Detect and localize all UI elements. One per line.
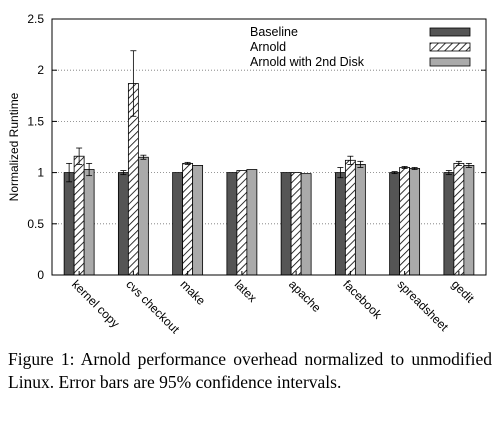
plot-frame (51, 18, 487, 276)
bar-arnold-with-2nd-disk (409, 168, 421, 276)
x-tick-label: latex (232, 277, 260, 305)
legend-label: Arnold with 2nd Disk (250, 55, 365, 69)
x-tick-label: make (178, 277, 209, 308)
bar-arnold (399, 167, 411, 276)
figure-caption: Figure 1: Arnold performance overhead no… (8, 349, 492, 392)
y-tick-label: 2 (37, 63, 44, 77)
bar-arnold-with-2nd-disk (83, 169, 95, 276)
y-axis-label: Normalized Runtime (7, 92, 21, 201)
bar-arnold-with-2nd-disk (463, 165, 475, 276)
bar-baseline (117, 172, 129, 276)
legend-swatch (429, 42, 471, 52)
bar-baseline (443, 172, 455, 276)
bars (63, 50, 475, 276)
bar-arnold (344, 159, 356, 276)
y-tick-label: 2.5 (27, 12, 44, 26)
bar-chart: 0 0.5 1 1.5 2 2.5 kernel copy cvs checkoutmake… (7, 12, 487, 337)
x-tick-label: kernel copy (69, 277, 122, 330)
bar-arnold (73, 155, 85, 276)
legend-label: Arnold (250, 40, 286, 54)
legend-label: Baseline (250, 25, 298, 39)
bar-baseline (63, 172, 75, 276)
bar-baseline (226, 172, 238, 276)
bar-arnold-with-2nd-disk (300, 173, 312, 276)
y-tick-label: 0.5 (27, 217, 44, 231)
bar-baseline (172, 172, 184, 276)
y-axis: 0 0.5 1 1.5 2 2.5 (27, 12, 486, 282)
bar-baseline (334, 172, 346, 276)
x-tick-label: spreadsheet (395, 277, 452, 334)
bar-arnold-with-2nd-disk (192, 165, 204, 276)
x-tick-label: cvs checkout (123, 277, 182, 336)
legend-swatch (429, 27, 471, 37)
x-tick-label: facebook (340, 277, 385, 322)
bar-baseline (389, 172, 401, 276)
y-tick-label: 0 (37, 268, 44, 282)
bar-baseline (280, 172, 292, 276)
bar-arnold-with-2nd-disk (354, 164, 366, 276)
bar-arnold (182, 162, 194, 276)
y-tick-label: 1.5 (27, 114, 44, 128)
y-tick-label: 1 (37, 166, 44, 180)
bar-arnold (290, 172, 302, 276)
legend-swatch (429, 57, 471, 67)
x-tick-label: apache (286, 277, 324, 315)
bar-arnold-with-2nd-disk (246, 169, 258, 276)
x-tick-label: gedit (449, 277, 478, 306)
bar-arnold (236, 170, 248, 276)
gridlines (52, 69, 486, 225)
bar-arnold (453, 162, 465, 276)
bar-arnold-with-2nd-disk (137, 156, 149, 276)
